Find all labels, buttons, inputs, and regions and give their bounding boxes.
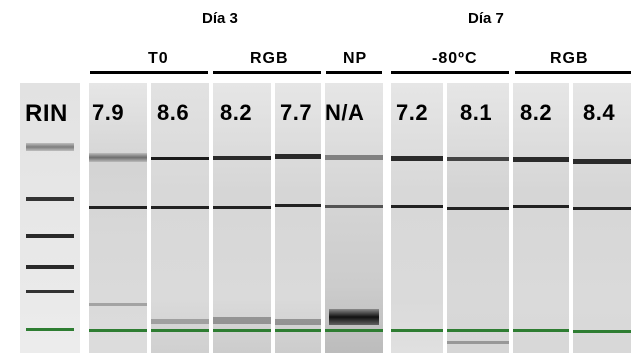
lane-4	[275, 83, 321, 353]
rin-value-lane-2: 8.6	[157, 100, 190, 125]
rin-value-lane-5: N/A	[325, 100, 365, 125]
rin-value-lane-8: 8.2	[520, 100, 553, 125]
ladder-lane	[20, 83, 80, 353]
lane-3	[213, 83, 271, 353]
rin-value-lane-4: 7.7	[280, 100, 313, 125]
rin-label: RIN	[25, 100, 68, 127]
group-rgb-day3-label: RGB	[250, 50, 289, 67]
day-7-label: Día 7	[468, 10, 504, 27]
group-rgb-day7-underline	[515, 71, 631, 74]
group-minus80-underline	[391, 71, 509, 74]
lane-8	[513, 83, 569, 353]
group-minus80-label: -80ºC	[432, 50, 478, 67]
rin-value-lane-3: 8.2	[220, 100, 253, 125]
group-rgb-day3-underline	[213, 71, 321, 74]
rin-value-lane-9: 8.4	[583, 100, 616, 125]
rin-value-lane-7: 8.1	[460, 100, 493, 125]
group-np-label: NP	[343, 50, 368, 67]
day-3-label: Día 3	[202, 10, 238, 27]
group-np-underline	[326, 71, 382, 74]
lane-2	[151, 83, 209, 353]
group-t0-underline	[90, 71, 208, 74]
rin-value-lane-1: 7.9	[92, 100, 125, 125]
rin-value-lane-6: 7.2	[396, 100, 429, 125]
lane-7	[447, 83, 509, 353]
group-t0-label: T0	[148, 50, 169, 67]
lane-5	[325, 83, 383, 353]
lane-6	[391, 83, 443, 353]
lane-9	[573, 83, 631, 353]
group-rgb-day7-label: RGB	[550, 50, 589, 67]
lane-1	[89, 83, 147, 353]
